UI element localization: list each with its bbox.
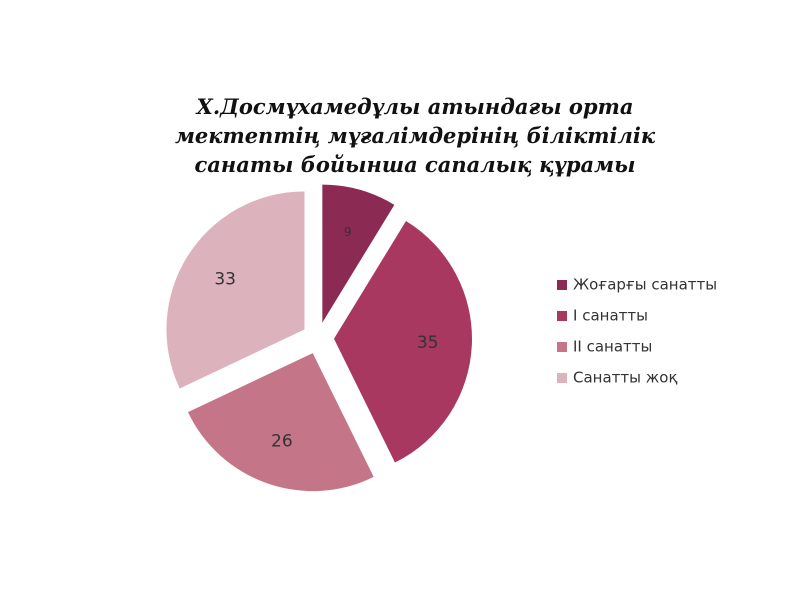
pie-slice <box>166 191 305 389</box>
legend-swatch <box>557 311 567 321</box>
pie-slice <box>333 221 472 463</box>
data-label: 26 <box>271 432 293 452</box>
legend-label: I санатты <box>573 307 648 325</box>
legend-label: Санатты жоқ <box>573 369 678 387</box>
legend-swatch <box>557 342 567 352</box>
legend-label: Жоғарғы санатты <box>573 276 717 294</box>
data-label: 35 <box>417 333 439 353</box>
pie-slice <box>322 184 395 323</box>
legend-swatch <box>557 280 567 290</box>
legend-label: II санатты <box>573 338 652 356</box>
legend-swatch <box>557 373 567 383</box>
data-label: 33 <box>214 269 236 289</box>
pie-slice <box>188 353 374 492</box>
chart-title: Х.Досмұхамедұлы атындағы орта мектептің … <box>174 94 656 177</box>
data-label: 9 <box>344 225 352 239</box>
